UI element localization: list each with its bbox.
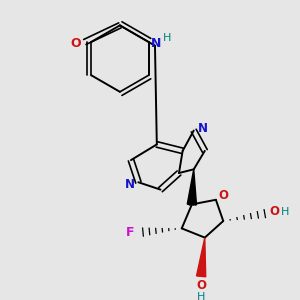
Text: N: N bbox=[125, 178, 135, 190]
Text: H: H bbox=[281, 207, 289, 217]
Text: N: N bbox=[151, 37, 161, 50]
Text: H: H bbox=[163, 33, 171, 43]
Text: F: F bbox=[126, 226, 134, 238]
Text: O: O bbox=[269, 205, 279, 218]
Polygon shape bbox=[196, 238, 206, 277]
Text: O: O bbox=[70, 37, 81, 50]
Text: O: O bbox=[218, 189, 228, 202]
Text: N: N bbox=[198, 122, 208, 135]
Text: H: H bbox=[197, 292, 205, 300]
Polygon shape bbox=[187, 169, 196, 205]
Text: O: O bbox=[196, 279, 206, 292]
